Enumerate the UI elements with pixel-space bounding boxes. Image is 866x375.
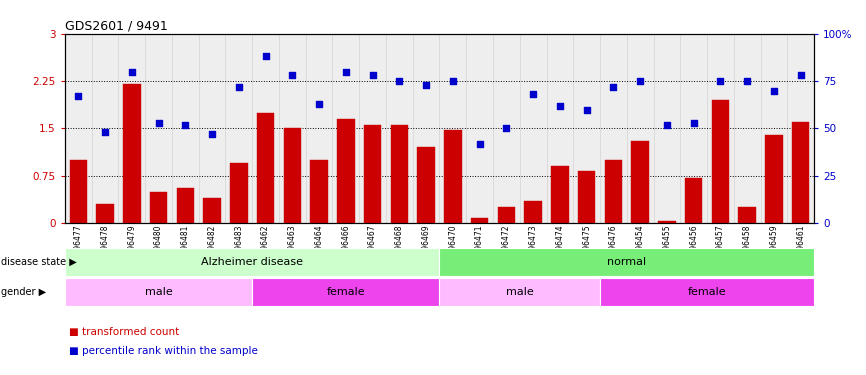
Point: [125, 69, 139, 75]
Point: [339, 69, 352, 75]
Text: male: male: [506, 286, 533, 297]
Text: gender ▶: gender ▶: [1, 286, 46, 297]
Bar: [337, 119, 354, 223]
Text: female: female: [688, 286, 727, 297]
Bar: [766, 135, 783, 223]
Bar: [310, 160, 328, 223]
Point: [312, 101, 326, 107]
Bar: [150, 192, 167, 223]
Bar: [685, 178, 702, 223]
Point: [473, 141, 487, 147]
Point: [687, 120, 701, 126]
Bar: [658, 221, 675, 223]
Point: [365, 72, 379, 78]
Text: ■ transformed count: ■ transformed count: [69, 327, 179, 337]
Text: ■ percentile rank within the sample: ■ percentile rank within the sample: [69, 346, 258, 355]
Point: [714, 78, 727, 84]
Text: normal: normal: [607, 256, 646, 267]
Bar: [712, 100, 729, 223]
Point: [98, 129, 112, 135]
Point: [500, 126, 514, 132]
Bar: [177, 188, 194, 223]
Bar: [525, 201, 542, 223]
Bar: [391, 125, 408, 223]
Point: [767, 88, 781, 94]
Point: [392, 78, 406, 84]
Bar: [471, 218, 488, 223]
Bar: [257, 112, 275, 223]
Bar: [96, 204, 113, 223]
Point: [553, 103, 567, 109]
Bar: [364, 125, 381, 223]
Bar: [284, 129, 301, 223]
Bar: [444, 130, 462, 223]
Bar: [792, 122, 810, 223]
Bar: [551, 166, 569, 223]
Bar: [604, 160, 622, 223]
Text: Alzheimer disease: Alzheimer disease: [201, 256, 303, 267]
Bar: [417, 147, 435, 223]
Point: [259, 54, 273, 60]
Point: [178, 122, 192, 128]
Point: [71, 93, 85, 99]
Point: [794, 72, 808, 78]
Point: [205, 131, 219, 137]
Point: [232, 84, 246, 90]
Point: [579, 106, 593, 112]
Point: [446, 78, 460, 84]
Point: [286, 72, 300, 78]
Text: GDS2601 / 9491: GDS2601 / 9491: [65, 20, 168, 33]
Point: [419, 82, 433, 88]
Bar: [739, 207, 756, 223]
Point: [527, 92, 540, 98]
Bar: [204, 198, 221, 223]
Bar: [230, 163, 248, 223]
Point: [152, 120, 165, 126]
Bar: [123, 84, 140, 223]
Bar: [498, 207, 515, 223]
Bar: [631, 141, 649, 223]
Text: disease state ▶: disease state ▶: [1, 256, 76, 267]
Point: [633, 78, 647, 84]
Point: [660, 122, 674, 128]
Bar: [578, 171, 595, 223]
Text: female: female: [326, 286, 365, 297]
Point: [606, 84, 620, 90]
Point: [740, 78, 754, 84]
Text: male: male: [145, 286, 172, 297]
Bar: [69, 160, 87, 223]
